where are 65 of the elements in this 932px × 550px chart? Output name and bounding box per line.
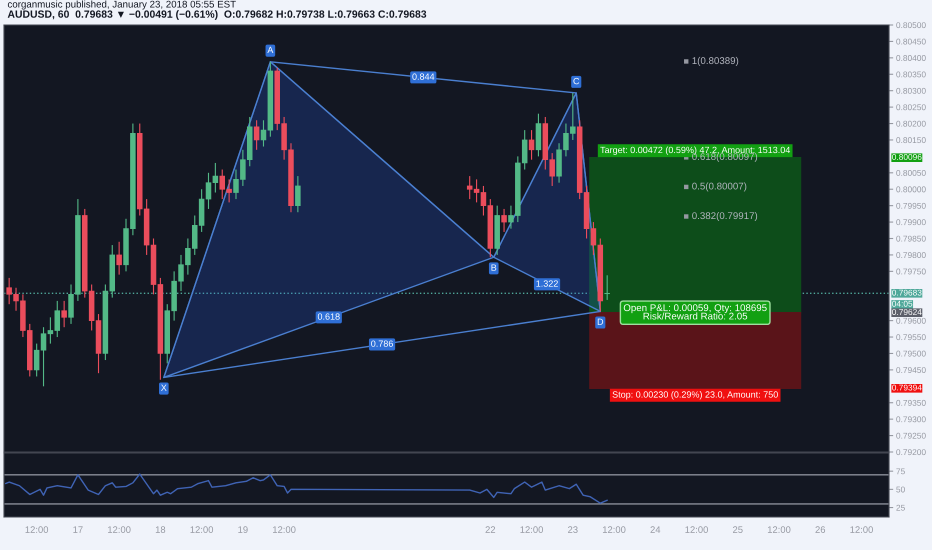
y-tick-label: 0.80000 bbox=[896, 186, 926, 192]
band-label: Stop: 0.00230 (0.29%) 23.0, Amount: 750 bbox=[612, 391, 778, 400]
x-tick-label: 25 bbox=[733, 526, 743, 533]
y-tick-label: 0.79800 bbox=[896, 252, 926, 258]
x-tick-label: 12:00 bbox=[850, 526, 873, 533]
x-tick-label: 12:00 bbox=[768, 526, 790, 533]
y-tick-label: 0.80400 bbox=[896, 55, 926, 61]
y-tick-label: 0.79950 bbox=[896, 202, 926, 209]
annotation: B bbox=[491, 264, 496, 271]
x-tick-label: 12:00 bbox=[108, 526, 131, 533]
y-tick-label: 0.80350 bbox=[896, 71, 926, 78]
chart-title: AUDUSD, 60 0.79683 ▼ −0.00491 (−0.61%) O:0.79682 H:0.79738 L:0.79663 C:0.79683 bbox=[8, 10, 426, 20]
annotation: C bbox=[573, 78, 580, 84]
x-tick-label: 12:00 bbox=[685, 526, 708, 533]
y-tick-label: 0.79900 bbox=[896, 219, 926, 226]
x-tick-label: 12:00 bbox=[273, 526, 296, 533]
y-tick-label: 0.80300 bbox=[896, 88, 926, 94]
annotation: A bbox=[267, 46, 274, 54]
y-tick-label: 0.79750 bbox=[896, 268, 926, 274]
annotation: X bbox=[161, 384, 167, 391]
text: 0.80096 bbox=[892, 154, 922, 160]
y-tick-label: 0.79600 bbox=[896, 318, 926, 324]
x-tick-label: 18 bbox=[156, 526, 166, 533]
x-tick-label: 24 bbox=[650, 526, 660, 533]
y-tick-label: 0.80050 bbox=[896, 170, 926, 176]
x-tick-label: 17 bbox=[73, 526, 83, 533]
annotation: 0.844 bbox=[412, 73, 434, 80]
ref-line-label: 0.79683 bbox=[892, 290, 922, 296]
y-tick-label: 0.79300 bbox=[896, 416, 926, 422]
x-tick-label: 12:00 bbox=[602, 526, 626, 533]
y-tick-label: 0.79250 bbox=[896, 432, 926, 439]
annotation: 0.382(0.79917) bbox=[692, 212, 758, 222]
annotation: 1.322 bbox=[536, 280, 558, 287]
y-tick-label: 75 bbox=[896, 468, 905, 474]
y-tick-label: 0.79350 bbox=[896, 400, 926, 406]
y-tick-label: 0.80150 bbox=[896, 137, 926, 144]
y-tick-label: 0.79850 bbox=[896, 236, 926, 242]
annotation: 0.618(0.80097) bbox=[692, 152, 758, 162]
y-tick-label: 0.79200 bbox=[896, 449, 926, 456]
y-tick-label: 0.80500 bbox=[896, 22, 926, 28]
y-tick-label: 0.80450 bbox=[896, 38, 926, 45]
y-tick-label: 0.79550 bbox=[896, 334, 926, 340]
x-tick-label: 12:00 bbox=[26, 526, 48, 533]
text: 04:05 bbox=[892, 300, 912, 307]
annotation: 0.618 bbox=[318, 313, 340, 320]
annotation: 0.5(0.80007) bbox=[692, 182, 746, 192]
annotation: 0.786 bbox=[371, 340, 393, 347]
x-tick-label: 12:00 bbox=[520, 526, 544, 533]
annotation: Open P&L: 0.00059, Qty: 108695 Risk/Reward Ratio: 2.05 bbox=[624, 304, 767, 320]
x-tick-label: 22 bbox=[486, 526, 496, 533]
text: 0.79624 bbox=[892, 309, 922, 315]
y-tick-label: 0.79450 bbox=[896, 367, 926, 373]
x-tick-label: 12:00 bbox=[190, 526, 214, 533]
annotation: D bbox=[598, 318, 604, 325]
y-tick-label: 0.79500 bbox=[896, 350, 926, 357]
y-tick-label: 25 bbox=[896, 504, 905, 511]
y-tick-label: 0.80250 bbox=[896, 104, 926, 110]
text: 0.79394 bbox=[892, 384, 922, 391]
x-tick-label: 23 bbox=[568, 526, 578, 533]
y-tick-label: 0.80200 bbox=[896, 120, 926, 127]
x-tick-label: 19 bbox=[238, 526, 248, 533]
chart-subtitle: corganmusic published, January 23, 2018 05:55 EST bbox=[8, 0, 236, 10]
y-tick-label: 50 bbox=[896, 486, 905, 492]
x-tick-label: 26 bbox=[815, 526, 826, 533]
annotation: 1(0.80389) bbox=[692, 56, 738, 66]
